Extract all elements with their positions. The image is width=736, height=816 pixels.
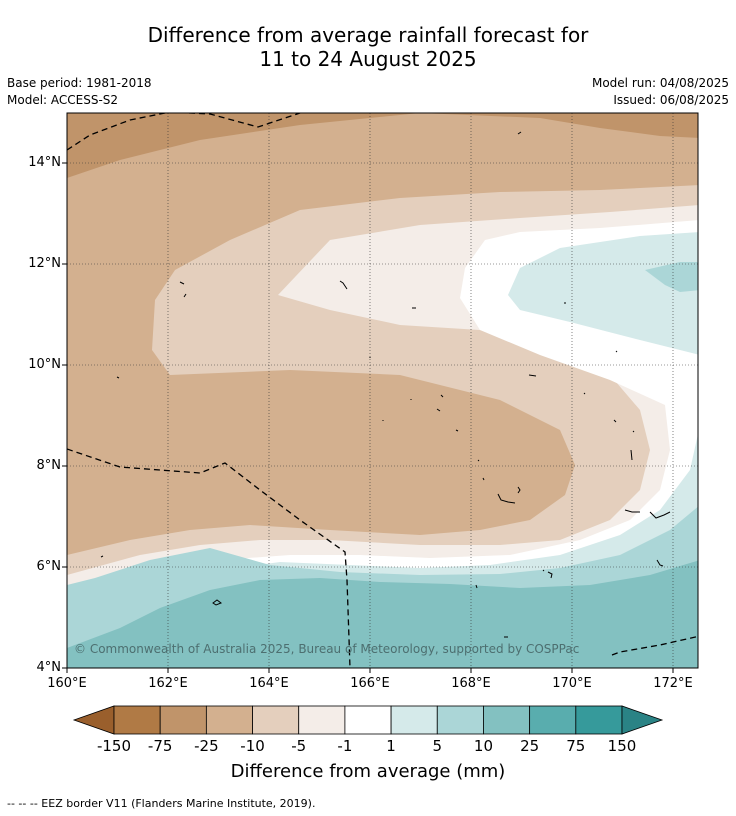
anomaly-band-minus75-northwest <box>67 113 698 178</box>
colorbar-tick-label: -150 <box>96 737 132 755</box>
lon-label: 170°E <box>552 676 592 691</box>
lon-label: 162°E <box>148 676 188 691</box>
colorbar-cell <box>159 705 207 735</box>
map-frame <box>66 112 699 669</box>
colorbar-cell <box>575 705 623 735</box>
lat-label: 10°N <box>28 357 61 372</box>
colorbar-extend-low <box>72 705 115 735</box>
lon-label: 168°E <box>451 676 491 691</box>
anomaly-band-plus10 <box>67 560 698 668</box>
colorbar-tick-label: -75 <box>147 737 173 755</box>
colorbar-cell <box>298 705 346 735</box>
eez-borders <box>67 113 698 668</box>
model-run: Model run: 04/08/2025 <box>591 76 729 90</box>
issued-date: Issued: 06/08/2025 <box>613 93 729 107</box>
lat-label: 12°N <box>28 256 61 271</box>
colorbar-tick-label: -1 <box>337 737 353 755</box>
colorbar-extend-high <box>621 705 664 735</box>
colorbar-cell <box>529 705 577 735</box>
colorbar-cell <box>483 705 531 735</box>
colorbar-tick-label: 1 <box>386 737 396 755</box>
colorbar-cell <box>252 705 300 735</box>
anomaly-band-near-zero <box>67 220 698 668</box>
lat-label: 8°N <box>36 458 62 473</box>
copyright-text: © Commonwealth of Australia 2025, Bureau… <box>74 642 579 656</box>
lat-label: 14°N <box>28 155 61 170</box>
base-period: Base period: 1981-2018 <box>7 76 152 90</box>
lon-label: 166°E <box>350 676 390 691</box>
colorbar-tick-label: -5 <box>291 737 307 755</box>
lon-label: 164°E <box>249 676 289 691</box>
title-line-1: Difference from average rainfall forecas… <box>147 23 589 47</box>
lon-label: 160°E <box>47 676 87 691</box>
lat-label: 6°N <box>36 559 62 574</box>
graticule <box>67 113 698 668</box>
colorbar-cell <box>436 705 484 735</box>
eez-legend: -- -- -- EEZ border V11 (Flanders Marine… <box>7 797 316 810</box>
lon-label: 172°E <box>653 676 693 691</box>
colorbar-cell <box>390 705 438 735</box>
colorbar-tick-label: -25 <box>194 737 219 755</box>
colorbar-title: Difference from average (mm) <box>230 761 506 782</box>
anomaly-band-plus5-northeast <box>645 262 698 292</box>
title-line-2: 11 to 24 August 2025 <box>259 47 477 71</box>
colorbar-tick-label: 150 <box>607 737 637 755</box>
colorbar-tick-label: 10 <box>473 737 493 755</box>
colorbar-tick-label: -10 <box>240 737 265 755</box>
ticks <box>62 162 674 673</box>
model-name: Model: ACCESS-S2 <box>7 93 119 107</box>
lat-label: 4°N <box>36 660 62 675</box>
colorbar-tick-label: 5 <box>432 737 443 755</box>
colorbar-cell <box>113 705 161 735</box>
colorbar-tick-label: 75 <box>566 737 586 755</box>
colorbar-tick-label: 25 <box>520 737 540 755</box>
anomaly-band-plus1 <box>508 232 698 355</box>
colorbar-cell <box>344 705 392 735</box>
colorbar-cell <box>205 705 253 735</box>
